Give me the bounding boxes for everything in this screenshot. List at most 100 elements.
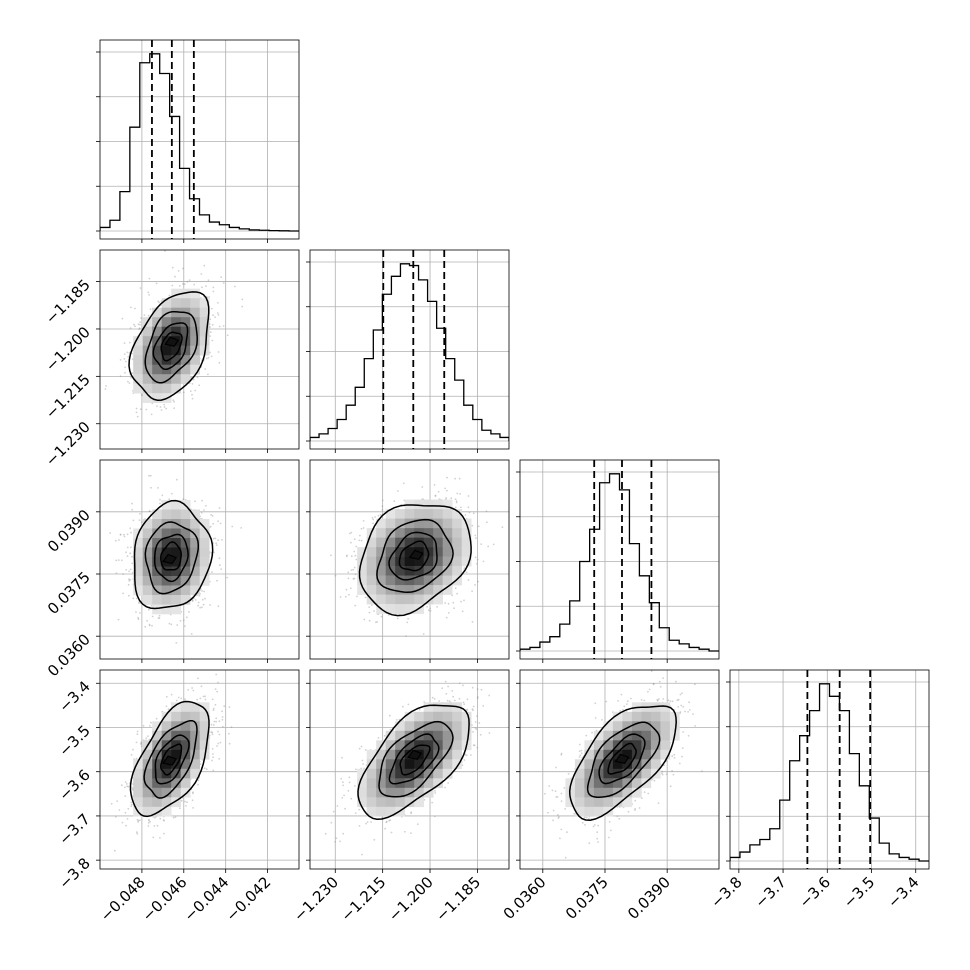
density-cell	[133, 538, 143, 548]
density-cell	[452, 537, 462, 548]
sample-point	[136, 832, 139, 835]
sample-point	[130, 376, 132, 379]
density-cell	[395, 509, 405, 519]
sample-point	[209, 351, 211, 354]
density-cell	[161, 604, 172, 615]
sample-point	[137, 821, 139, 823]
density-cell	[171, 307, 181, 318]
density-cell	[152, 355, 162, 365]
sample-point	[119, 533, 122, 536]
density-contour	[144, 521, 200, 595]
density-cell	[161, 595, 172, 605]
density-cell	[199, 317, 210, 327]
sample-point	[211, 514, 214, 517]
sample-point	[201, 606, 203, 609]
density-cell	[171, 604, 181, 615]
panel-background	[730, 670, 929, 869]
sample-point	[212, 314, 214, 317]
density-cell	[357, 585, 367, 595]
sample-point	[221, 538, 223, 541]
sample-point	[127, 355, 130, 358]
density-cell	[433, 594, 443, 605]
sample-point	[175, 478, 178, 481]
sample-point	[376, 621, 378, 623]
sample-point	[139, 287, 142, 289]
sample-point	[485, 510, 488, 513]
density-cell	[385, 556, 396, 567]
density-contour	[133, 499, 214, 610]
sample-point	[198, 384, 201, 387]
density-cell	[452, 575, 462, 586]
panel-plot-area	[310, 460, 509, 659]
sample-point	[124, 811, 127, 814]
density-cell	[357, 575, 367, 586]
density-cell	[171, 595, 181, 605]
sample-point	[122, 573, 124, 575]
sample-point	[216, 312, 219, 314]
sample-point	[105, 385, 107, 387]
y-tick-label: 0.0390	[44, 506, 94, 556]
sample-point	[191, 383, 194, 385]
density-cell	[133, 557, 143, 567]
sample-point	[344, 595, 347, 598]
density-cell	[376, 547, 386, 557]
sample-point	[444, 487, 446, 490]
sample-point	[151, 624, 153, 627]
sample-point	[147, 314, 150, 317]
density-cell	[376, 556, 386, 567]
density-cell	[404, 566, 415, 576]
density-cell	[190, 519, 200, 529]
sample-point	[175, 699, 178, 702]
sample-point	[445, 497, 448, 499]
density-cell	[171, 576, 181, 586]
density-cell	[461, 556, 472, 567]
sample-point	[438, 498, 441, 500]
sample-point	[157, 300, 160, 303]
sample-point	[164, 250, 166, 252]
sample-point	[211, 571, 213, 573]
sample-point	[476, 558, 479, 561]
density-cell	[152, 317, 162, 327]
density-cell	[161, 383, 172, 394]
sample-point	[178, 285, 181, 287]
density-cell	[180, 547, 191, 558]
density-cell	[199, 519, 210, 529]
sample-point	[475, 537, 477, 539]
sample-point	[349, 587, 352, 590]
sample-point	[353, 550, 356, 553]
sample-point	[200, 511, 203, 514]
sample-point	[347, 577, 350, 580]
sample-point	[241, 305, 244, 308]
sample-point	[240, 527, 243, 529]
sample-point	[202, 603, 205, 606]
density-cell	[452, 528, 462, 538]
density-cell	[442, 499, 453, 510]
sample-point	[207, 373, 209, 376]
density-cell	[376, 585, 386, 595]
density-cell	[142, 383, 153, 394]
sample-point	[137, 616, 139, 619]
sample-point	[139, 408, 142, 411]
density-cell	[161, 374, 172, 384]
sample-point	[189, 390, 192, 392]
sample-point	[474, 556, 477, 559]
density-cell	[133, 585, 143, 596]
sample-point	[163, 406, 166, 408]
sample-point	[139, 321, 142, 324]
sample-point	[161, 494, 164, 497]
sample-point	[203, 264, 206, 267]
density-cell	[142, 547, 153, 558]
sample-point	[352, 578, 355, 580]
density-cell	[180, 509, 191, 520]
density-contour	[128, 291, 210, 401]
sample-point	[354, 573, 357, 576]
density-cell	[433, 556, 443, 567]
sample-point	[165, 407, 168, 410]
density-cell	[395, 585, 405, 595]
sample-point	[209, 604, 211, 606]
sample-point	[194, 389, 197, 392]
density-cell	[171, 500, 181, 510]
sample-point	[368, 619, 371, 622]
density-cell	[161, 576, 172, 586]
sample-point	[345, 555, 348, 558]
